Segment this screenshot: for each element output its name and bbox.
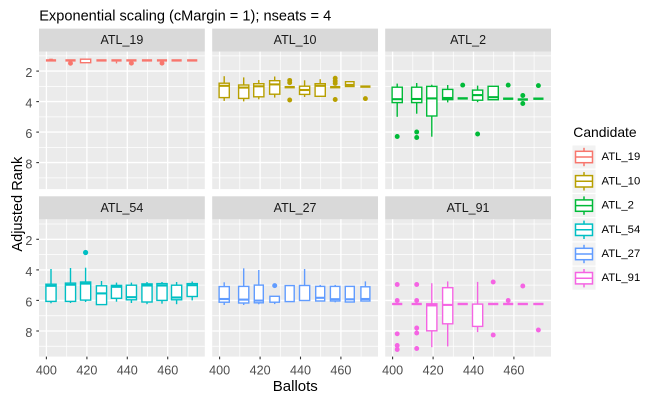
svg-text:ATL_10: ATL_10: [602, 175, 641, 187]
svg-text:Adjusted Rank: Adjusted Rank: [10, 156, 26, 252]
svg-text:ATL_91: ATL_91: [447, 201, 490, 215]
svg-text:8: 8: [25, 326, 32, 340]
svg-text:ATL_54: ATL_54: [100, 201, 143, 215]
svg-text:Exponential scaling (cMargin =: Exponential scaling (cMargin = 1); nseat…: [39, 8, 331, 24]
svg-text:460: 460: [330, 363, 351, 377]
svg-text:ATL_19: ATL_19: [100, 33, 143, 47]
svg-text:440: 440: [117, 363, 138, 377]
svg-text:440: 440: [290, 363, 311, 377]
svg-text:420: 420: [423, 363, 444, 377]
svg-text:420: 420: [250, 363, 271, 377]
svg-text:Ballots: Ballots: [273, 378, 318, 395]
svg-text:2: 2: [25, 234, 32, 248]
svg-text:ATL_27: ATL_27: [602, 248, 641, 260]
svg-text:400: 400: [36, 363, 57, 377]
svg-text:ATL_91: ATL_91: [602, 272, 641, 284]
svg-text:400: 400: [209, 363, 230, 377]
svg-text:460: 460: [503, 363, 524, 377]
svg-text:400: 400: [382, 363, 403, 377]
svg-text:ATL_54: ATL_54: [602, 224, 641, 236]
svg-text:Candidate: Candidate: [573, 124, 637, 140]
svg-text:8: 8: [25, 158, 32, 172]
svg-text:420: 420: [76, 363, 97, 377]
svg-text:2: 2: [25, 66, 32, 80]
svg-text:4: 4: [25, 265, 32, 279]
svg-text:ATL_2: ATL_2: [602, 200, 634, 212]
svg-text:460: 460: [157, 363, 178, 377]
svg-text:440: 440: [463, 363, 484, 377]
svg-text:ATL_27: ATL_27: [274, 201, 317, 215]
svg-text:ATL_19: ATL_19: [602, 151, 641, 163]
svg-text:6: 6: [25, 295, 32, 309]
svg-text:6: 6: [25, 127, 32, 141]
svg-text:ATL_2: ATL_2: [450, 33, 486, 47]
svg-text:4: 4: [25, 97, 32, 111]
svg-text:ATL_10: ATL_10: [274, 33, 317, 47]
